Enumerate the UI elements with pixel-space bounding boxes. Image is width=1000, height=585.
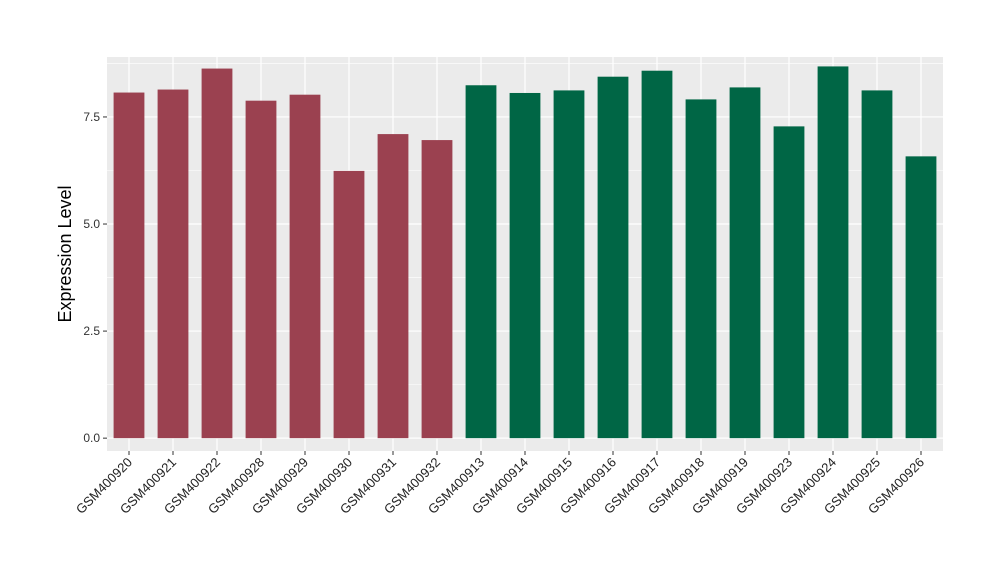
y-axis-title: Expression Level	[55, 185, 75, 322]
x-axis: GSM400920GSM400921GSM400922GSM400928GSM4…	[73, 451, 927, 517]
bar-GSM400926	[905, 156, 937, 439]
bar-GSM400915	[553, 90, 585, 439]
bar-GSM400929	[289, 94, 321, 439]
bar-GSM400919	[729, 87, 761, 439]
y-axis: 0.0 2.5 5.0 7.5	[83, 110, 107, 445]
bar-GSM400924	[817, 66, 849, 439]
bar-GSM400923	[773, 126, 805, 439]
bar-GSM400921	[157, 89, 189, 439]
bar-GSM400930	[333, 170, 365, 439]
y-tick-label: 7.5	[83, 110, 100, 124]
bar-GSM400931	[377, 134, 409, 439]
bar-GSM400925	[861, 90, 893, 439]
y-tick-label: 5.0	[83, 217, 100, 231]
bar-GSM400916	[597, 76, 629, 439]
bars	[113, 66, 937, 439]
bar-GSM400917	[641, 70, 673, 439]
y-tick-label: 0.0	[83, 431, 100, 445]
bar-GSM400914	[509, 92, 541, 439]
bar-GSM400913	[465, 85, 497, 439]
bar-GSM400932	[421, 140, 453, 439]
bar-GSM400922	[201, 68, 233, 439]
bar-GSM400918	[685, 99, 717, 439]
y-tick-label: 2.5	[83, 324, 100, 338]
bar-GSM400928	[245, 100, 277, 439]
bar-GSM400920	[113, 92, 145, 439]
